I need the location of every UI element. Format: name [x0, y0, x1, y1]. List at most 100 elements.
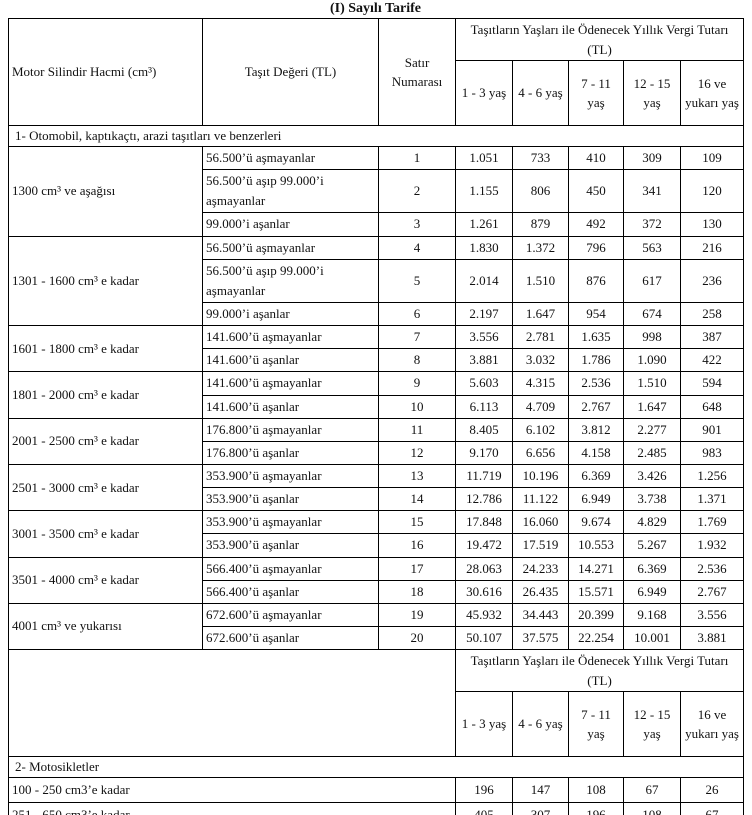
table-row: 2501 - 3000 cm³ e kadar 353.900’ü aşmayan…: [8, 463, 745, 512]
tax-amount-cell: 2.767: [568, 394, 624, 419]
tax-amount-cell: 5.267: [623, 533, 681, 558]
table-row: 3001 - 3500 cm³ e kadar 353.900’ü aşmayan…: [8, 510, 745, 558]
table-row: 2001 - 2500 cm³ e kadar 176.800’ü aşmayan…: [8, 417, 745, 465]
tariff-table: Motor Silindir Hacmi (cm³) Taşıt Değeri …: [7, 18, 745, 815]
tax-amount-cell: 9.674: [568, 510, 624, 535]
engine-group-cell: 4001 cm³ ve yukarısı: [8, 602, 203, 651]
motorcycle-class-cell: 100 - 250 cm3’e kadar: [8, 777, 456, 804]
tax-amount-cell: 1.510: [623, 371, 681, 396]
value-band-cell: 353.900’ü aşanlar: [202, 533, 379, 558]
tax-amount-cell: 1.256: [679, 463, 745, 489]
row-number-cell: 12: [378, 440, 456, 465]
tax-amount-cell: 1.510: [512, 258, 569, 303]
tax-amount-cell: 34.443: [512, 602, 569, 627]
table-row: 3501 - 4000 cm³ e kadar 566.400’ü aşmayan…: [8, 556, 745, 604]
tax-amount-cell: 147: [512, 777, 569, 804]
tax-amount-cell: 405: [455, 802, 513, 815]
mid-header-annual-tax-span: Taşıtların Yaşları ile Ödenecek Yıllık V…: [454, 649, 745, 693]
value-band-cell: 672.600’ü aşanlar: [202, 625, 379, 651]
tax-amount-cell: 17.848: [455, 510, 513, 535]
header-vehicle-value: Taşıt Değeri (TL): [202, 18, 379, 126]
tax-amount-cell: 1.932: [679, 533, 745, 558]
tax-amount-cell: 954: [568, 301, 624, 327]
tax-amount-cell: 67: [623, 777, 681, 804]
engine-group-cell: 1301 - 1600 cm³ e kadar: [8, 235, 203, 327]
tax-amount-cell: 67: [679, 802, 745, 815]
tax-amount-cell: 37.575: [512, 625, 569, 651]
tax-amount-cell: 6.113: [455, 394, 513, 419]
section-1-header-row: 1- Otomobil, kaptıkaçtı, arazi taşıtları…: [7, 125, 745, 147]
tax-amount-cell: 45.932: [455, 602, 513, 627]
header-age-col-2: 4 - 6 yaş: [512, 60, 569, 126]
header-age-col-1: 1 - 3 yaş: [455, 691, 513, 758]
row-number-cell: 19: [378, 602, 456, 627]
tax-amount-cell: 9.170: [455, 440, 513, 465]
tax-amount-cell: 20.399: [568, 602, 624, 627]
value-band-cell: 56.500’ü aşıp 99.000’i aşmayanlar: [202, 169, 379, 214]
page-title: (I) Sayılı Tarife: [329, 1, 421, 16]
value-band-cell: 56.500’ü aşıp 99.000’i aşmayanlar: [202, 258, 379, 303]
table-row: 566.400’ü aşanlar 18 30.616 26.435 15.571 6.9…: [9, 579, 745, 604]
tax-amount-cell: 10.196: [512, 463, 569, 489]
tax-amount-cell: 6.949: [623, 579, 681, 604]
tax-amount-cell: 2.197: [455, 301, 513, 327]
tax-amount-cell: 3.556: [455, 325, 513, 350]
tax-amount-cell: 19.472: [455, 533, 513, 558]
value-band-cell: 566.400’ü aşmayanlar: [202, 556, 379, 581]
tax-amount-cell: 6.102: [512, 417, 569, 442]
tax-amount-cell: 1.786: [568, 348, 624, 373]
tax-amount-cell: 6.949: [568, 487, 624, 512]
tax-amount-cell: 617: [623, 258, 681, 303]
tax-amount-cell: 648: [679, 394, 745, 419]
value-band-cell: 141.600’ü aşmayanlar: [202, 325, 379, 350]
section-2-label: 2- Motosikletler: [7, 756, 745, 779]
tax-amount-cell: 8.405: [455, 417, 513, 442]
tax-amount-cell: 2.767: [679, 579, 745, 604]
engine-group-cell: 2001 - 2500 cm³ e kadar: [8, 417, 203, 465]
tax-amount-cell: 1.372: [512, 235, 569, 260]
tax-amount-cell: 1.635: [568, 325, 624, 350]
section-1-label: 1- Otomobil, kaptıkaçtı, arazi taşıtları…: [7, 125, 745, 147]
tax-amount-cell: 422: [679, 348, 745, 373]
row-number-cell: 16: [378, 533, 456, 558]
tax-amount-cell: 26.435: [512, 579, 569, 604]
table-row: 176.800’ü aşanlar 12 9.170 6.656 4.158 2.485 9…: [9, 440, 745, 465]
tax-amount-cell: 410: [568, 145, 624, 171]
table-row: 1601 - 1800 cm³ e kadar 141.600’ü aşmayan…: [8, 325, 745, 373]
tax-amount-cell: 1.051: [455, 145, 513, 171]
tax-amount-cell: 108: [623, 802, 681, 815]
engine-group-cell: 1801 - 2000 cm³ e kadar: [8, 371, 203, 419]
row-number-cell: 6: [378, 301, 456, 327]
header-age-col-5: 16 ve yukarı yaş: [679, 691, 745, 758]
value-band-cell: 99.000’i aşanlar: [202, 212, 379, 237]
table-header-age-row-top: 1 - 3 yaş 4 - 6 yaş 7 - 11 yaş 12 - 15 yaş 1…: [9, 60, 745, 126]
row-number-cell: 8: [378, 348, 456, 373]
tax-amount-cell: 3.032: [512, 348, 569, 373]
tax-amount-cell: 4.315: [512, 371, 569, 396]
row-number-cell: 17: [378, 556, 456, 581]
value-band-cell: 99.000’i aşanlar: [202, 301, 379, 327]
row-number-cell: 10: [378, 394, 456, 419]
header-age-col-3: 7 - 11 yaş: [568, 60, 624, 126]
tax-amount-cell: 309: [623, 145, 681, 171]
value-band-cell: 56.500’ü aşmayanlar: [202, 235, 379, 260]
tax-amount-cell: 2.485: [623, 440, 681, 465]
row-number-cell: 4: [378, 235, 456, 260]
value-band-cell: 353.900’ü aşanlar: [202, 487, 379, 512]
tax-amount-cell: 15.571: [568, 579, 624, 604]
row-number-cell: 9: [378, 371, 456, 396]
tax-amount-cell: 674: [623, 301, 681, 327]
value-band-cell: 176.800’ü aşanlar: [202, 440, 379, 465]
tax-amount-cell: 876: [568, 258, 624, 303]
tax-amount-cell: 5.603: [455, 371, 513, 396]
value-band-cell: 176.800’ü aşmayanlar: [202, 417, 379, 442]
tax-amount-cell: 24.233: [512, 556, 569, 581]
row-number-cell: 2: [378, 169, 456, 214]
table-row: 4001 cm³ ve yukarısı 672.600’ü aşmayanlar…: [8, 602, 745, 651]
tax-amount-cell: 258: [679, 301, 745, 327]
engine-group-cell: 1601 - 1800 cm³ e kadar: [8, 325, 203, 373]
row-number-cell: 11: [378, 417, 456, 442]
tax-amount-cell: 2.536: [679, 556, 745, 581]
tax-amount-cell: 10.553: [568, 533, 624, 558]
